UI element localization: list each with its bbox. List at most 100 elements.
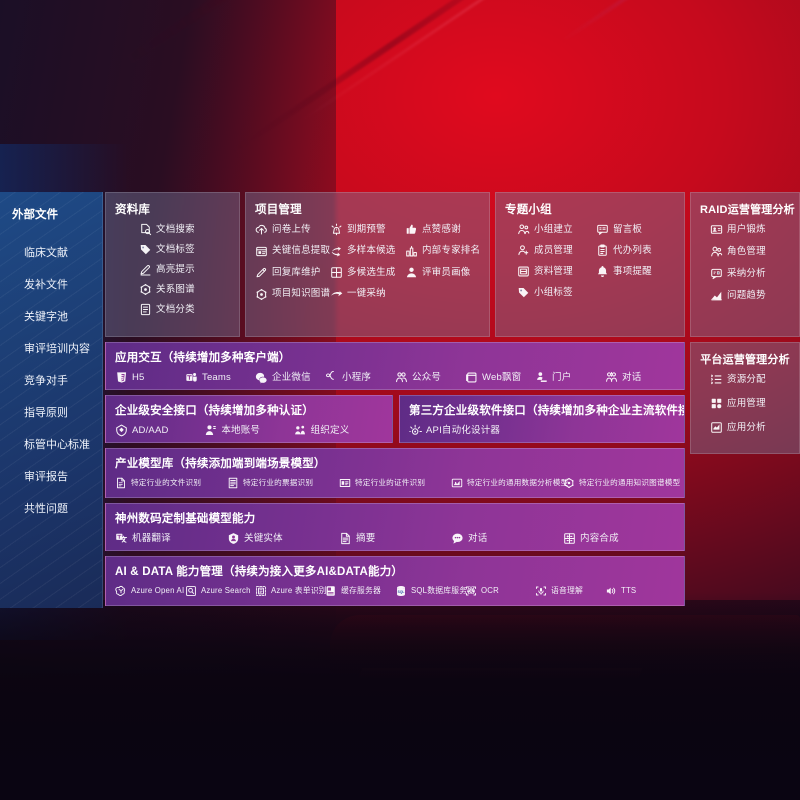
- menu-item-file-recognize[interactable]: 特定行业的文件识别: [115, 477, 227, 489]
- menu-item-data-analysis[interactable]: 特定行业的通用数据分析模型: [451, 477, 568, 489]
- menu-item-user-card[interactable]: 用户锻炼: [710, 223, 790, 236]
- row-base-model-capability: 神州数码定制基础模型能力 机器翻译 关键实体 摘要 对话 内容合成: [105, 503, 685, 551]
- sidebar-item-label: 指导原则: [24, 407, 68, 419]
- menu-item-trend-chart[interactable]: 问题趋势: [710, 289, 790, 302]
- row-title: 企业级安全接口（持续增加多种认证）: [115, 405, 314, 417]
- menu-item-compose-grid[interactable]: 内容合成: [563, 532, 675, 545]
- file-recognize-icon: [115, 477, 127, 489]
- menu-item-html5[interactable]: H5: [115, 371, 185, 384]
- menu-item-local-account[interactable]: 本地账号: [204, 424, 293, 437]
- menu-item-sql-database[interactable]: SQL SQL数据库服务器: [395, 585, 475, 597]
- sidebar-item-6[interactable]: 标管中心标准: [0, 429, 102, 461]
- wecom-icon: [255, 371, 268, 384]
- menu-item-label: 特定行业的文件识别: [131, 478, 202, 488]
- menu-item-label: 应用分析: [727, 421, 766, 433]
- menu-item-doc-search[interactable]: 文档搜索: [139, 223, 230, 236]
- menu-item-person-portrait[interactable]: 评审员画像: [405, 266, 480, 279]
- sidebar-item-label: 发补文件: [24, 279, 68, 291]
- menu-item-apps-grid[interactable]: 应用管理: [710, 397, 790, 410]
- menu-item-openai[interactable]: Azure Open AI: [115, 585, 185, 597]
- sidebar-item-8[interactable]: 共性问题: [0, 493, 102, 525]
- menu-item-label: Teams: [202, 371, 231, 383]
- menu-item-api-gear[interactable]: API自动化设计器: [409, 424, 675, 437]
- message-board-icon: [596, 223, 609, 236]
- graph-network-icon: [563, 477, 575, 489]
- menu-item-graph-network[interactable]: 项目知识图谱: [255, 288, 330, 301]
- menu-item-tag[interactable]: 小组标签: [517, 286, 596, 299]
- menu-item-list-allocate[interactable]: 资源分配: [710, 373, 790, 386]
- roles-icon: [710, 245, 723, 258]
- menu-item-analysis-square[interactable]: 应用分析: [710, 421, 790, 434]
- menu-item-id-card[interactable]: 特定行业的证件识别: [339, 477, 451, 489]
- menu-item-web-popup[interactable]: Web飘窗: [465, 371, 535, 384]
- menu-item-label: 资源分配: [727, 373, 766, 385]
- menu-item-label: 角色管理: [727, 245, 766, 257]
- menu-item-form-recognizer[interactable]: Azure 表单识别器: [255, 585, 335, 597]
- sidebar-item-0[interactable]: 临床文献: [0, 237, 102, 269]
- menu-item-ranking-bar[interactable]: 内部专家排名: [405, 245, 480, 258]
- menu-item-shield-diamond[interactable]: AD/AAD: [115, 424, 204, 437]
- menu-item-thumbs-up[interactable]: 点赞感谢: [405, 223, 480, 236]
- panel-title: RAID运营管理分析: [700, 204, 795, 216]
- menu-item-label: 采纳分析: [727, 267, 766, 279]
- menu-item-cloud-upload[interactable]: 问卷上传: [255, 223, 330, 236]
- menu-item-archive-box[interactable]: 资料管理: [517, 265, 596, 278]
- menu-item-org-define[interactable]: 组织定义: [294, 424, 383, 437]
- sidebar-item-4[interactable]: 竞争对手: [0, 365, 102, 397]
- menu-item-label: OCR: [481, 586, 499, 596]
- menu-item-chat-bubble[interactable]: 对话: [451, 532, 563, 545]
- sidebar-item-7[interactable]: 审评报告: [0, 461, 102, 493]
- menu-item-graph-network[interactable]: 特定行业的通用知识图谱模型: [563, 477, 680, 489]
- menu-item-translate[interactable]: 机器翻译: [115, 532, 227, 545]
- menu-item-graph-network[interactable]: 关系图谱: [139, 283, 230, 296]
- sidebar-item-3[interactable]: 审评培训内容: [0, 333, 102, 365]
- menu-item-receipt-recognize[interactable]: 特定行业的票据识别: [227, 477, 339, 489]
- menu-item-message-board[interactable]: 留言板: [596, 223, 675, 236]
- menu-item-tag[interactable]: 文档标签: [139, 243, 230, 256]
- menu-item-label: 多候选生成: [346, 266, 396, 278]
- compose-grid-icon: [563, 532, 576, 545]
- member-manage-icon: [517, 244, 530, 257]
- menu-item-label: Azure Open AI: [131, 586, 185, 596]
- sidebar-item-5[interactable]: 指导原则: [0, 397, 102, 429]
- menu-item-tts[interactable]: TTS: [605, 585, 675, 597]
- menu-item-teams[interactable]: Teams: [185, 371, 255, 384]
- menu-item-group-add[interactable]: 小组建立: [517, 223, 596, 236]
- menu-item-member-manage[interactable]: 成员管理: [517, 244, 596, 257]
- menu-item-entity-shield[interactable]: 关键实体: [227, 532, 339, 545]
- menu-item-extract-card[interactable]: 关键信息提取: [255, 245, 330, 258]
- menu-item-arrow-adopt[interactable]: 一键采纳: [330, 288, 405, 301]
- panel-title: 专题小组: [505, 204, 552, 216]
- menu-item-summary-doc[interactable]: 摘要: [339, 532, 451, 545]
- menu-item-dialog-people[interactable]: 对话: [605, 371, 675, 384]
- menu-item-bell[interactable]: 事项提醒: [596, 265, 675, 278]
- menu-item-chat-qa[interactable]: 采纳分析: [710, 267, 790, 280]
- menu-item-ocr[interactable]: OCR OCR: [465, 585, 535, 597]
- sidebar-item-2[interactable]: 关键字池: [0, 301, 102, 333]
- graph-network-icon: [255, 288, 268, 301]
- row-app-interaction: 应用交互（持续增加多种客户端） H5 Teams 企业微信 小程序 公众号 Web飘窗 门户…: [105, 342, 685, 390]
- menu-item-search-box[interactable]: Azure Search: [185, 585, 255, 597]
- sidebar-item-1[interactable]: 发补文件: [0, 269, 102, 301]
- arrow-adopt-icon: [330, 288, 343, 301]
- menu-item-pen-edit[interactable]: 回复库维护: [255, 266, 330, 279]
- row-ai-data-capability: AI & DATA 能力管理（持续为接入更多AI&DATA能力） Azure O…: [105, 556, 685, 606]
- menu-item-cache-server[interactable]: 缓存服务器: [325, 585, 395, 597]
- menu-item-official-account[interactable]: 公众号: [395, 371, 465, 384]
- translate-icon: [115, 532, 128, 545]
- menu-item-voice-understand[interactable]: 语音理解: [535, 585, 605, 597]
- menu-item-highlight-pen[interactable]: 高亮提示: [139, 263, 230, 276]
- menu-item-clipboard-list[interactable]: 代办列表: [596, 244, 675, 257]
- cloud-upload-icon: [255, 223, 268, 236]
- menu-item-wecom[interactable]: 企业微信: [255, 371, 325, 384]
- menu-item-label: 小程序: [342, 371, 372, 383]
- menu-item-document-list[interactable]: 文档分类: [139, 303, 230, 316]
- sidebar-title: 外部文件: [12, 209, 58, 221]
- menu-item-hand-pick[interactable]: 多样本候选: [330, 245, 405, 258]
- menu-item-roles[interactable]: 角色管理: [710, 245, 790, 258]
- menu-item-portal[interactable]: 门户: [535, 371, 605, 384]
- menu-item-four-grid[interactable]: 多候选生成: [330, 266, 405, 279]
- menu-item-miniprogram[interactable]: 小程序: [325, 371, 395, 384]
- sidebar-item-label: 临床文献: [24, 247, 68, 259]
- menu-item-alarm-warning[interactable]: 到期预警: [330, 223, 405, 236]
